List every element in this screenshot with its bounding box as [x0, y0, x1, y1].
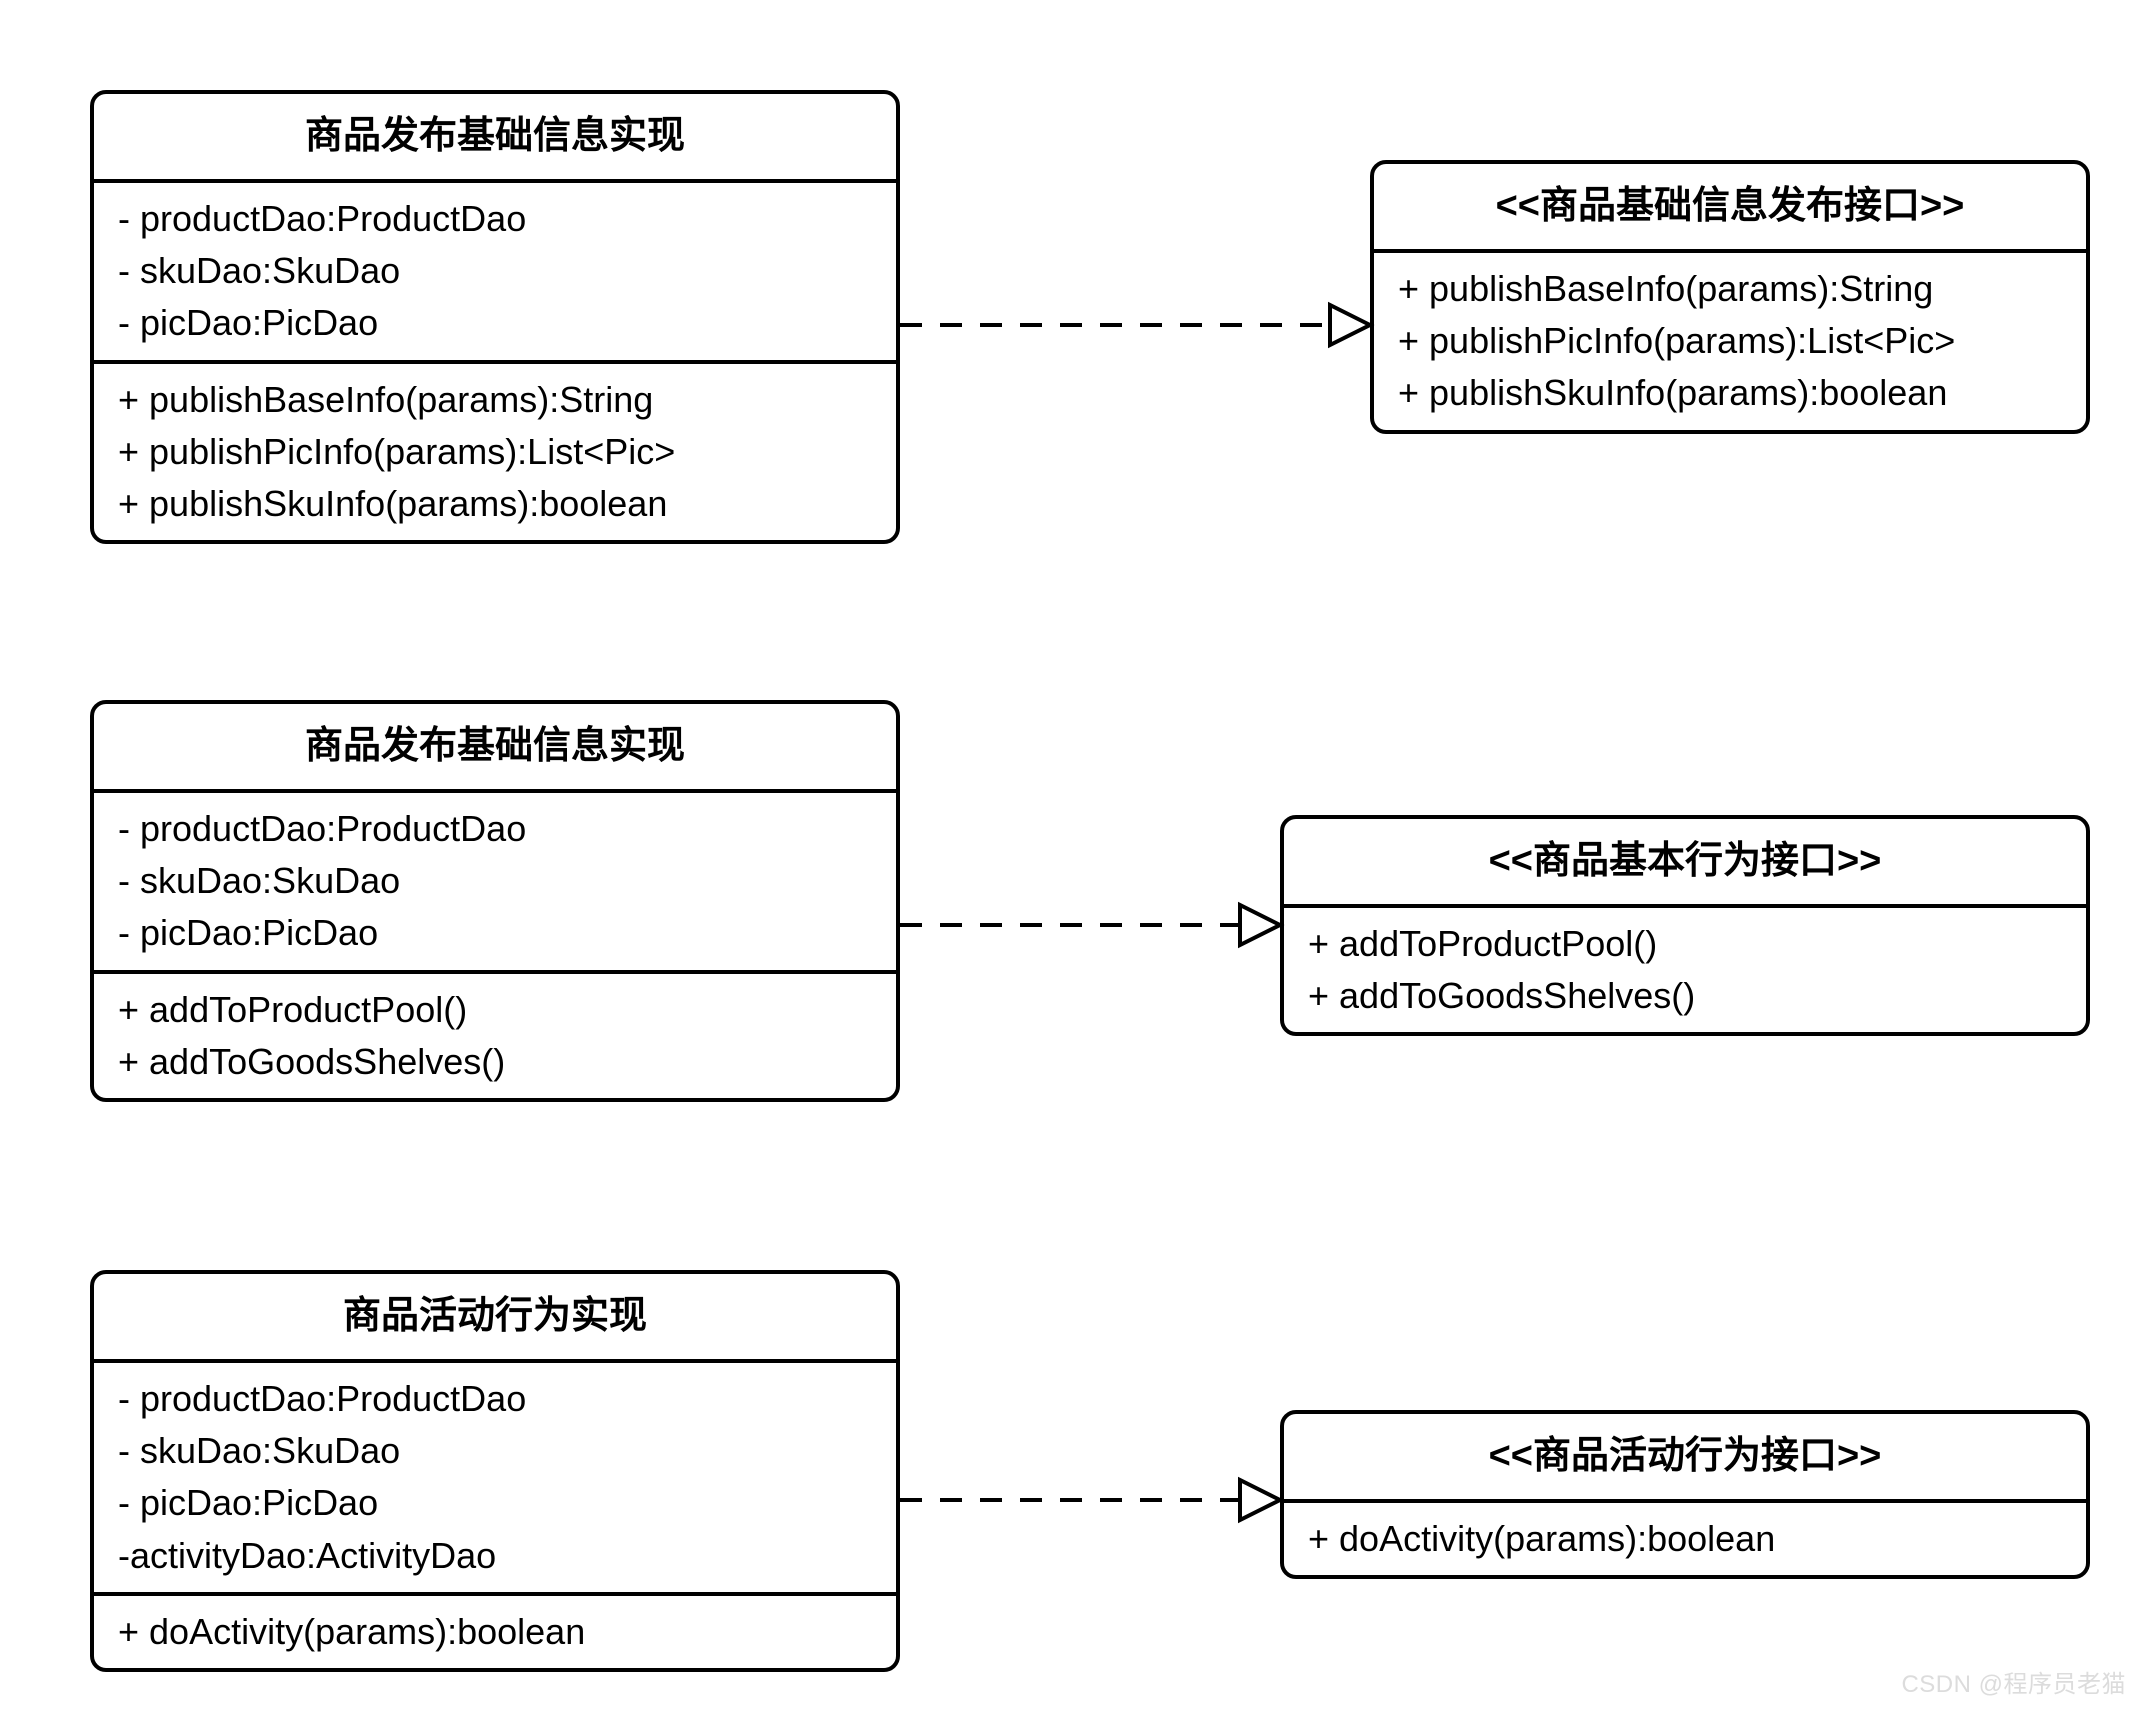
- attribute: - picDao:PicDao: [118, 1477, 872, 1529]
- class-attributes: - productDao:ProductDao - skuDao:SkuDao …: [94, 1363, 896, 1596]
- attribute: -activityDao:ActivityDao: [118, 1530, 872, 1582]
- interface-title: <<商品基本行为接口>>: [1284, 819, 2086, 908]
- attribute: - productDao:ProductDao: [118, 1373, 872, 1425]
- method: + addToGoodsShelves(): [118, 1036, 872, 1088]
- attribute: - picDao:PicDao: [118, 297, 872, 349]
- method: + doActivity(params):boolean: [118, 1606, 872, 1658]
- arrowhead-icon: [1240, 1480, 1280, 1520]
- attribute: - productDao:ProductDao: [118, 193, 872, 245]
- uml-class-box: 商品发布基础信息实现 - productDao:ProductDao - sku…: [90, 90, 900, 544]
- class-attributes: - productDao:ProductDao - skuDao:SkuDao …: [94, 183, 896, 364]
- method: + publishPicInfo(params):List<Pic>: [1398, 315, 2062, 367]
- interface-methods: + doActivity(params):boolean: [1284, 1503, 2086, 1575]
- method: + publishSkuInfo(params):boolean: [118, 478, 872, 530]
- class-methods: + doActivity(params):boolean: [94, 1596, 896, 1668]
- interface-methods: + publishBaseInfo(params):String + publi…: [1374, 253, 2086, 430]
- class-methods: + addToProductPool() + addToGoodsShelves…: [94, 974, 896, 1098]
- class-title: 商品发布基础信息实现: [94, 94, 896, 183]
- attribute: - skuDao:SkuDao: [118, 245, 872, 297]
- uml-class-box: 商品发布基础信息实现 - productDao:ProductDao - sku…: [90, 700, 900, 1102]
- interface-title: <<商品基础信息发布接口>>: [1374, 164, 2086, 253]
- interface-title: <<商品活动行为接口>>: [1284, 1414, 2086, 1503]
- method: + publishPicInfo(params):List<Pic>: [118, 426, 872, 478]
- method: + addToGoodsShelves(): [1308, 970, 2062, 1022]
- class-methods: + publishBaseInfo(params):String + publi…: [94, 364, 896, 541]
- uml-interface-box: <<商品活动行为接口>> + doActivity(params):boolea…: [1280, 1410, 2090, 1579]
- uml-interface-box: <<商品基础信息发布接口>> + publishBaseInfo(params)…: [1370, 160, 2090, 434]
- arrowhead-icon: [1330, 305, 1370, 345]
- uml-class-box: 商品活动行为实现 - productDao:ProductDao - skuDa…: [90, 1270, 900, 1672]
- class-title: 商品活动行为实现: [94, 1274, 896, 1363]
- method: + doActivity(params):boolean: [1308, 1513, 2062, 1565]
- method: + publishBaseInfo(params):String: [118, 374, 872, 426]
- attribute: - productDao:ProductDao: [118, 803, 872, 855]
- method: + publishSkuInfo(params):boolean: [1398, 367, 2062, 419]
- attribute: - skuDao:SkuDao: [118, 1425, 872, 1477]
- arrowhead-icon: [1240, 905, 1280, 945]
- interface-methods: + addToProductPool() + addToGoodsShelves…: [1284, 908, 2086, 1032]
- method: + addToProductPool(): [118, 984, 872, 1036]
- watermark-text: CSDN @程序员老猫: [1901, 1664, 2126, 1699]
- attribute: - skuDao:SkuDao: [118, 855, 872, 907]
- method: + publishBaseInfo(params):String: [1398, 263, 2062, 315]
- class-attributes: - productDao:ProductDao - skuDao:SkuDao …: [94, 793, 896, 974]
- attribute: - picDao:PicDao: [118, 907, 872, 959]
- uml-interface-box: <<商品基本行为接口>> + addToProductPool() + addT…: [1280, 815, 2090, 1036]
- method: + addToProductPool(): [1308, 918, 2062, 970]
- class-title: 商品发布基础信息实现: [94, 704, 896, 793]
